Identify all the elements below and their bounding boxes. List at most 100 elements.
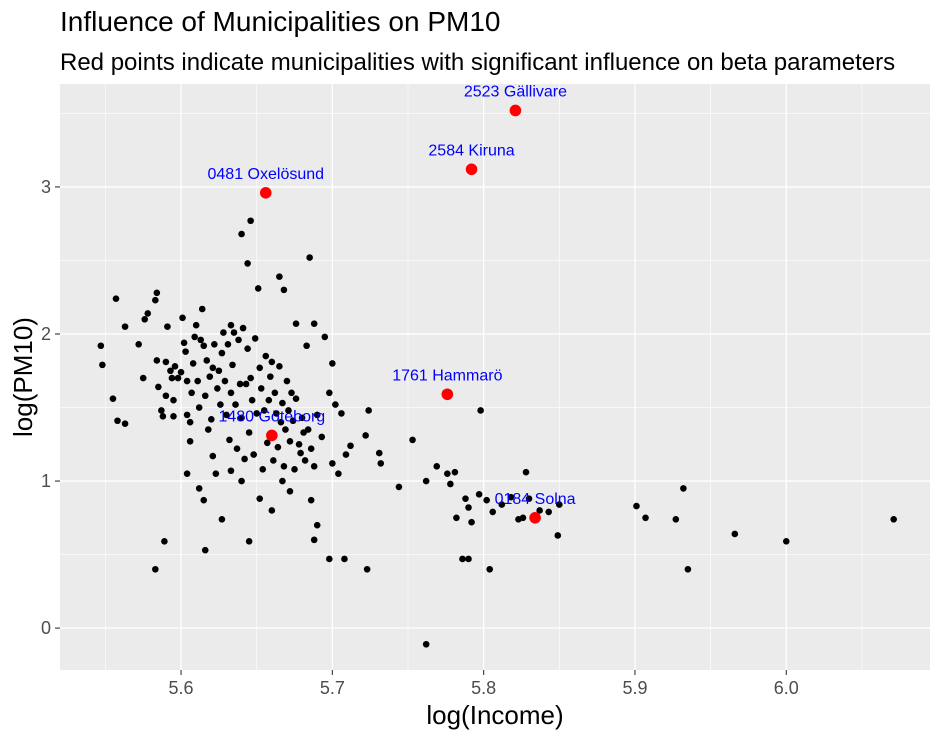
data-point bbox=[375, 449, 383, 457]
data-point bbox=[227, 321, 235, 329]
data-point bbox=[155, 383, 162, 391]
data-point bbox=[211, 340, 218, 348]
data-point bbox=[186, 438, 194, 445]
data-point bbox=[292, 320, 300, 327]
data-point bbox=[684, 565, 692, 573]
data-point bbox=[556, 501, 563, 508]
influential-points-layer bbox=[259, 104, 541, 524]
data-point bbox=[310, 536, 318, 544]
data-point bbox=[335, 470, 342, 477]
y-tick-label: 3 bbox=[41, 177, 51, 197]
data-point bbox=[251, 335, 259, 342]
data-point bbox=[144, 310, 152, 317]
data-point bbox=[223, 411, 230, 419]
data-point bbox=[180, 339, 188, 347]
data-point bbox=[303, 342, 310, 350]
point-label: 1480 Göteborg bbox=[218, 408, 325, 425]
data-point bbox=[238, 477, 245, 485]
data-point bbox=[297, 449, 304, 457]
data-point bbox=[451, 468, 459, 476]
data-point bbox=[195, 485, 203, 492]
data-point bbox=[248, 396, 256, 404]
data-point bbox=[274, 443, 282, 451]
data-point bbox=[201, 392, 209, 400]
data-point bbox=[245, 429, 253, 436]
data-point bbox=[153, 289, 161, 297]
data-point bbox=[256, 364, 264, 372]
y-tick-label: 1 bbox=[41, 471, 51, 491]
data-point bbox=[195, 404, 203, 411]
data-point bbox=[554, 532, 562, 539]
data-point bbox=[642, 514, 649, 522]
data-point bbox=[244, 260, 251, 267]
data-point bbox=[186, 418, 194, 426]
data-point bbox=[212, 470, 220, 477]
data-point bbox=[292, 395, 300, 402]
data-point bbox=[171, 363, 179, 370]
data-point bbox=[462, 495, 469, 502]
point-label: 2523 Gällivare bbox=[464, 83, 567, 100]
influential-point bbox=[529, 512, 541, 524]
data-point bbox=[121, 420, 129, 427]
data-point bbox=[282, 426, 289, 433]
data-point bbox=[342, 451, 350, 458]
data-point bbox=[238, 230, 245, 238]
data-point bbox=[227, 467, 235, 475]
data-point bbox=[363, 565, 371, 573]
x-tick-label: 5.6 bbox=[169, 678, 194, 698]
data-point bbox=[97, 342, 105, 350]
data-point bbox=[489, 508, 497, 516]
data-point bbox=[268, 507, 276, 514]
data-point bbox=[209, 364, 217, 372]
data-point bbox=[286, 438, 294, 445]
data-point bbox=[198, 305, 206, 313]
data-point bbox=[295, 440, 303, 448]
plot-panel bbox=[60, 84, 930, 670]
data-point bbox=[254, 285, 262, 292]
data-point bbox=[262, 352, 270, 360]
data-point bbox=[218, 515, 226, 523]
data-point bbox=[313, 521, 321, 529]
data-point bbox=[444, 470, 451, 477]
point-labels-layer: 0481 Oxelösund 2523 Gällivare 2584 Kiruna 1… bbox=[208, 83, 576, 507]
data-point bbox=[200, 496, 208, 504]
data-point bbox=[121, 323, 129, 330]
data-point bbox=[291, 465, 298, 473]
data-point bbox=[507, 493, 515, 501]
data-point bbox=[465, 504, 472, 511]
data-point bbox=[307, 496, 315, 504]
data-point bbox=[208, 415, 215, 423]
data-point bbox=[465, 555, 472, 563]
data-point bbox=[483, 496, 490, 504]
data-point bbox=[152, 296, 159, 304]
data-point bbox=[267, 373, 274, 380]
data-point bbox=[239, 324, 247, 332]
data-point bbox=[468, 518, 475, 526]
data-point bbox=[475, 490, 483, 498]
data-point bbox=[139, 374, 147, 382]
data-point bbox=[347, 442, 354, 450]
data-point bbox=[377, 460, 385, 467]
data-point bbox=[162, 358, 170, 366]
point-label: 2584 Kiruna bbox=[428, 142, 514, 159]
y-tick-label: 2 bbox=[41, 324, 51, 344]
data-point bbox=[268, 358, 276, 366]
data-point bbox=[214, 385, 221, 392]
data-point bbox=[242, 380, 250, 388]
data-point bbox=[221, 377, 229, 385]
data-point bbox=[279, 477, 286, 485]
x-tick-label: 6.0 bbox=[774, 678, 799, 698]
data-point bbox=[890, 515, 897, 523]
data-point bbox=[233, 445, 241, 452]
data-point bbox=[277, 418, 285, 426]
data-point bbox=[782, 538, 790, 545]
data-point bbox=[241, 455, 248, 463]
data-point bbox=[170, 413, 177, 420]
data-point bbox=[244, 345, 251, 352]
point-label: 0184 Solna bbox=[495, 491, 576, 508]
data-point bbox=[310, 320, 318, 327]
data-point bbox=[204, 426, 212, 433]
data-point bbox=[409, 436, 416, 444]
data-point bbox=[260, 407, 268, 414]
data-point bbox=[318, 433, 326, 441]
